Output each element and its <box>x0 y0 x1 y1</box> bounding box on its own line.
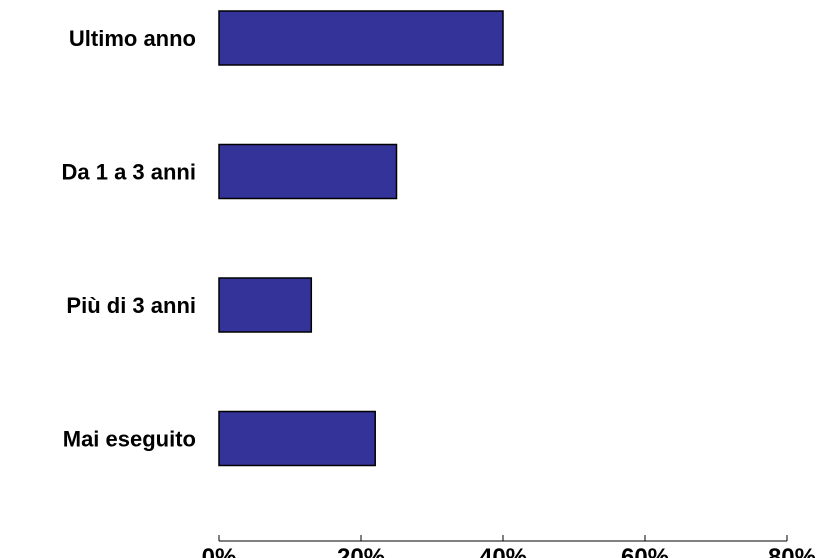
x-tick-label: 80% <box>768 544 816 558</box>
bar-4 <box>218 410 376 467</box>
bar-2 <box>218 143 398 200</box>
category-labels: Ultimo anno Da 1 a 3 anni Più di 3 anni Mai… <box>61 26 196 452</box>
x-tick-label: 60% <box>621 544 669 558</box>
category-label: Ultimo anno <box>69 26 196 51</box>
x-tick-label: 20% <box>337 544 385 558</box>
bars-group <box>218 10 504 467</box>
category-label: Da 1 a 3 anni <box>61 160 196 185</box>
bar-1 <box>218 10 504 66</box>
category-label: Più di 3 anni <box>66 293 196 318</box>
x-tick-label: 0% <box>202 544 237 558</box>
category-label: Mai eseguito <box>63 427 196 452</box>
bar-3 <box>218 277 313 333</box>
x-tick-label: 40% <box>479 544 527 558</box>
x-axis: 0% 20% 40% 60% 80% <box>202 535 816 558</box>
